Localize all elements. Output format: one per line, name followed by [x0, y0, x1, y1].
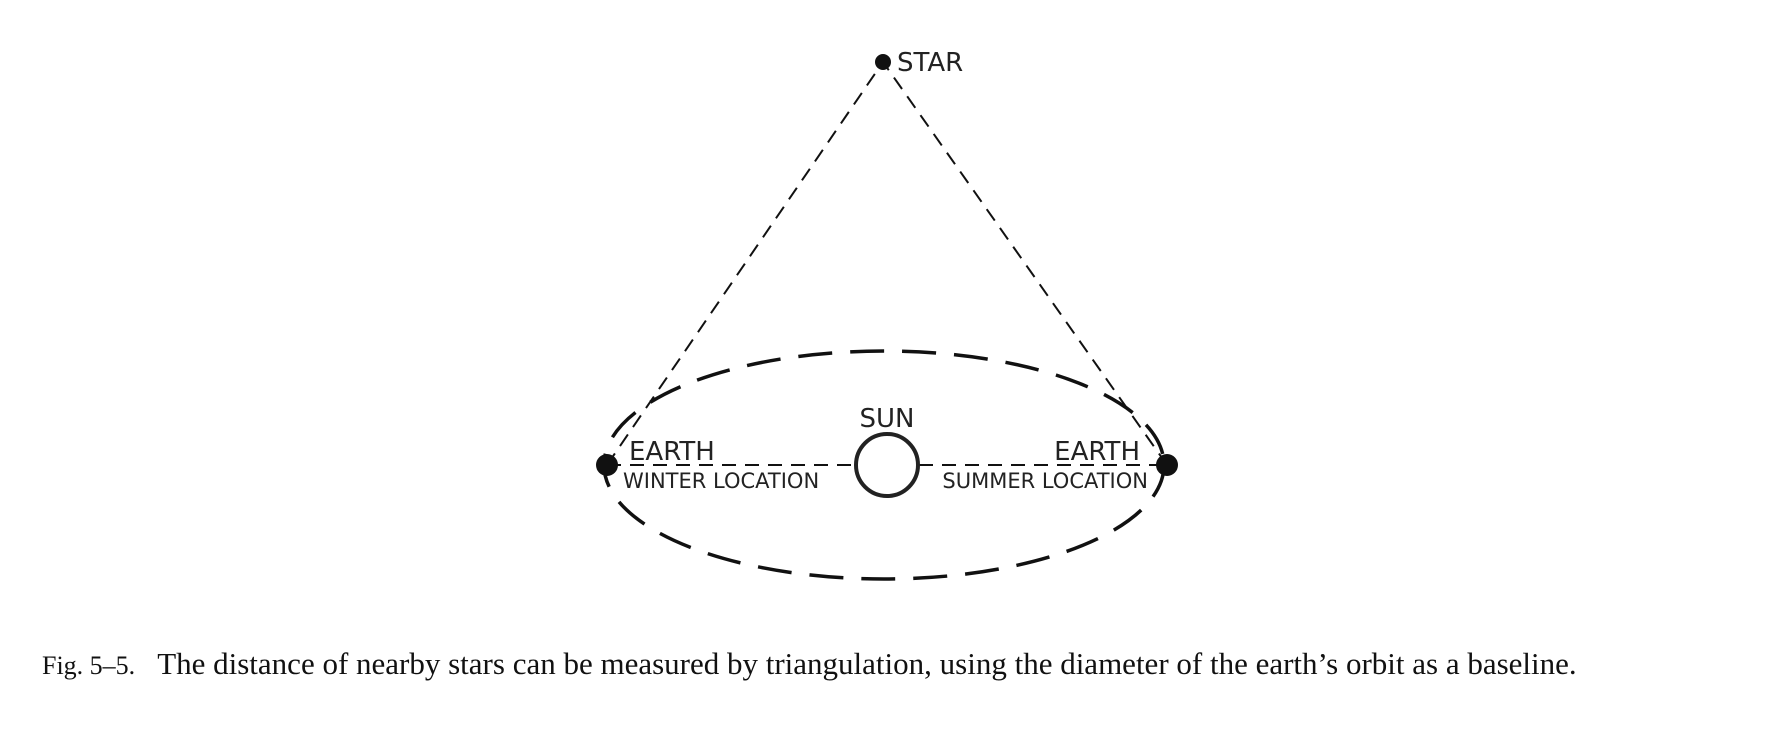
- sun-circle: [854, 432, 920, 498]
- caption-text: The distance of nearby stars can be meas…: [157, 646, 1577, 681]
- sightline-winter-to-star: [606, 61, 884, 466]
- earth-summer-dot: [1156, 454, 1178, 476]
- figure-caption: Fig. 5–5. The distance of nearby stars ca…: [42, 646, 1742, 682]
- star-dot: [875, 54, 891, 70]
- sightline-summer-to-star: [882, 61, 1168, 466]
- earth-winter-dot: [596, 454, 618, 476]
- parallax-diagram: STAR SUN EARTH WINTER LOCATION EARTH SUM…: [596, 48, 1178, 581]
- sun-label: SUN: [860, 404, 915, 434]
- star-label: STAR: [897, 48, 963, 78]
- earth-winter-label: EARTH: [629, 437, 715, 467]
- winter-location-label: WINTER LOCATION: [623, 469, 819, 493]
- earth-summer-label: EARTH: [1054, 437, 1140, 467]
- figure-number: Fig. 5–5.: [42, 651, 136, 680]
- summer-location-label: SUMMER LOCATION: [942, 469, 1148, 493]
